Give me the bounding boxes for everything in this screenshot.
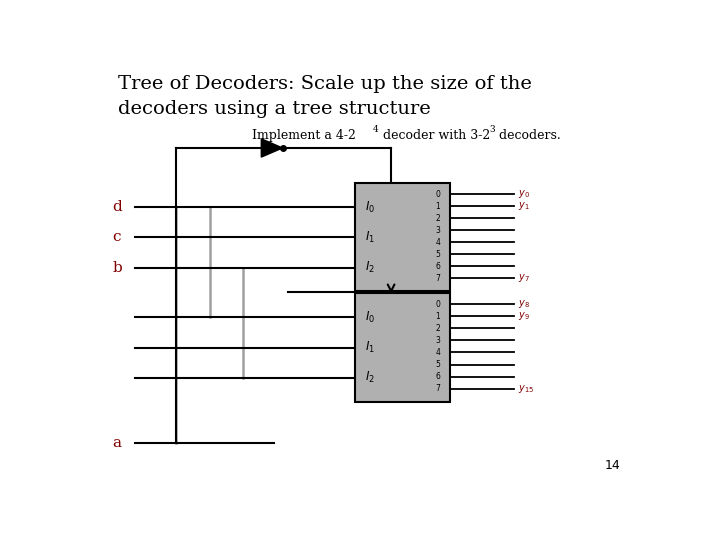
Text: decoder with 3-2: decoder with 3-2	[379, 129, 490, 142]
Text: 4: 4	[435, 348, 440, 357]
Text: 7: 7	[435, 274, 440, 283]
Text: b: b	[112, 261, 122, 275]
Text: 4: 4	[373, 125, 379, 134]
Text: 3: 3	[435, 336, 440, 345]
Text: a: a	[112, 436, 121, 450]
Text: $I_0$: $I_0$	[365, 200, 375, 214]
Text: 3: 3	[435, 226, 440, 235]
Text: decoders.: decoders.	[495, 129, 561, 142]
Text: $y_{15}$: $y_{15}$	[518, 383, 534, 395]
Text: 5: 5	[435, 250, 440, 259]
Bar	[355, 183, 450, 292]
Text: 4: 4	[435, 238, 440, 247]
Text: c: c	[112, 231, 121, 245]
Text: 2: 2	[436, 324, 440, 333]
Text: $y_7$: $y_7$	[518, 273, 530, 285]
Text: 5: 5	[435, 360, 440, 369]
Text: 0: 0	[435, 300, 440, 309]
Polygon shape	[261, 139, 282, 157]
Text: decoders using a tree structure: decoders using a tree structure	[118, 100, 431, 118]
Text: 0: 0	[435, 190, 440, 199]
Text: $y_9$: $y_9$	[518, 310, 530, 322]
Text: 7: 7	[435, 384, 440, 393]
Text: 2: 2	[436, 214, 440, 222]
Text: Tree of Decoders: Scale up the size of the: Tree of Decoders: Scale up the size of t…	[118, 75, 532, 93]
Text: 14: 14	[604, 460, 620, 472]
Text: 3: 3	[489, 125, 495, 134]
Text: 6: 6	[435, 372, 440, 381]
Text: $I_1$: $I_1$	[365, 340, 375, 355]
Text: 1: 1	[436, 312, 440, 321]
Text: $I_2$: $I_2$	[365, 370, 375, 386]
Text: $y_0$: $y_0$	[518, 188, 530, 200]
Text: Implement a 4-2: Implement a 4-2	[252, 129, 356, 142]
Text: $I_1$: $I_1$	[365, 230, 375, 245]
Text: 6: 6	[435, 262, 440, 271]
Text: $y_8$: $y_8$	[518, 298, 530, 310]
Text: d: d	[112, 200, 122, 214]
Text: $y_1$: $y_1$	[518, 200, 530, 212]
Text: 1: 1	[436, 201, 440, 211]
Bar	[355, 294, 450, 402]
Text: $I_2$: $I_2$	[365, 260, 375, 275]
Text: $I_0$: $I_0$	[365, 310, 375, 325]
